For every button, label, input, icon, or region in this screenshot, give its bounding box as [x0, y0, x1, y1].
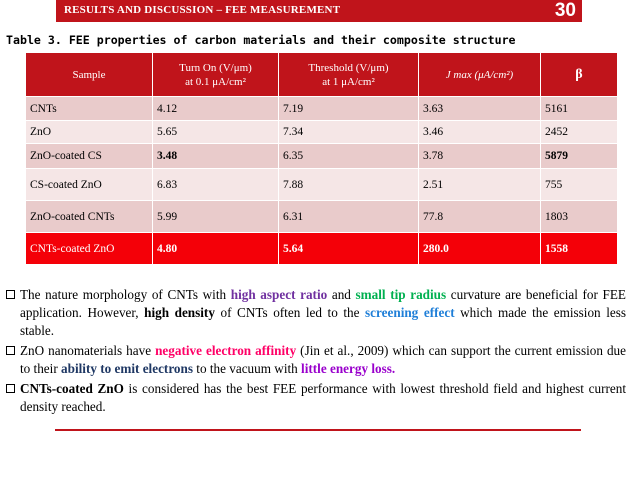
cell: CS-coated ZnO [26, 168, 153, 201]
bullet-list: The nature morphology of CNTs with high … [6, 286, 626, 418]
cell: 77.8 [418, 200, 541, 233]
cell: CNTs [26, 96, 153, 121]
checkbox-bullet-icon [6, 346, 15, 355]
cell: 5.99 [152, 200, 279, 233]
cell: ZnO [26, 120, 153, 144]
table-row-highlighted: CNTs-coated ZnO 4.80 5.64 280.0 1558 [26, 232, 617, 264]
cell: 4.80 [152, 232, 279, 264]
header-bar: RESULTS AND DISCUSSION – FEE MEASUREMENT… [56, 0, 582, 22]
table-row: ZnO-coated CS 3.48 6.35 3.78 5879 [26, 143, 617, 169]
divider-rule [55, 429, 581, 431]
table-header-row: Sample Turn On (V/μm) at 0.1 μA/cm² Thres… [26, 53, 617, 97]
cell: 2.51 [418, 168, 541, 201]
table-caption: Table 3. FEE properties of carbon materi… [6, 33, 516, 47]
cell: 6.83 [152, 168, 279, 201]
cell: 1803 [540, 200, 617, 233]
cell: 280.0 [418, 232, 541, 264]
cell: 5161 [540, 96, 617, 121]
bullet-conclusion: CNTs-coated ZnO is considered has the be… [6, 380, 626, 416]
header-sample: Sample [26, 53, 153, 97]
header-jmax: J max (μA/cm²) [418, 53, 541, 97]
cell: ZnO-coated CS [26, 143, 153, 169]
cell: 7.34 [278, 120, 419, 144]
cell: ZnO-coated CNTs [26, 200, 153, 233]
checkbox-bullet-icon [6, 384, 15, 393]
cell: CNTs-coated ZnO [26, 232, 153, 264]
cell: 2452 [540, 120, 617, 144]
cell: 5.64 [278, 232, 419, 264]
cell: 3.63 [418, 96, 541, 121]
header-threshold: Threshold (V/μm) at 1 μA/cm² [278, 53, 419, 97]
header-title: RESULTS AND DISCUSSION – FEE MEASUREMENT [64, 4, 341, 16]
table-row: ZnO 5.65 7.34 3.46 2452 [26, 120, 617, 144]
cell-highlight: 5879 [540, 143, 617, 169]
table-row: CNTs 4.12 7.19 3.63 5161 [26, 96, 617, 121]
table-row: ZnO-coated CNTs 5.99 6.31 77.8 1803 [26, 200, 617, 233]
page-number: 30 [554, 0, 576, 21]
bullet-morphology: The nature morphology of CNTs with high … [6, 286, 626, 340]
cell: 6.31 [278, 200, 419, 233]
cell: 7.19 [278, 96, 419, 121]
table-row: CS-coated ZnO 6.83 7.88 2.51 755 [26, 168, 617, 201]
bullet-zno: ZnO nanomaterials have negative electron… [6, 342, 626, 378]
cell: 755 [540, 168, 617, 201]
header-beta: β [540, 53, 617, 97]
cell: 3.46 [418, 120, 541, 144]
cell: 6.35 [278, 143, 419, 169]
cell-highlight: 3.48 [152, 143, 279, 169]
cell: 5.65 [152, 120, 279, 144]
cell: 7.88 [278, 168, 419, 201]
cell: 4.12 [152, 96, 279, 121]
cell: 3.78 [418, 143, 541, 169]
checkbox-bullet-icon [6, 290, 15, 299]
header-turn-on: Turn On (V/μm) at 0.1 μA/cm² [152, 53, 279, 97]
fee-table: Sample Turn On (V/μm) at 0.1 μA/cm² Thres… [26, 53, 617, 264]
cell: 1558 [540, 232, 617, 264]
